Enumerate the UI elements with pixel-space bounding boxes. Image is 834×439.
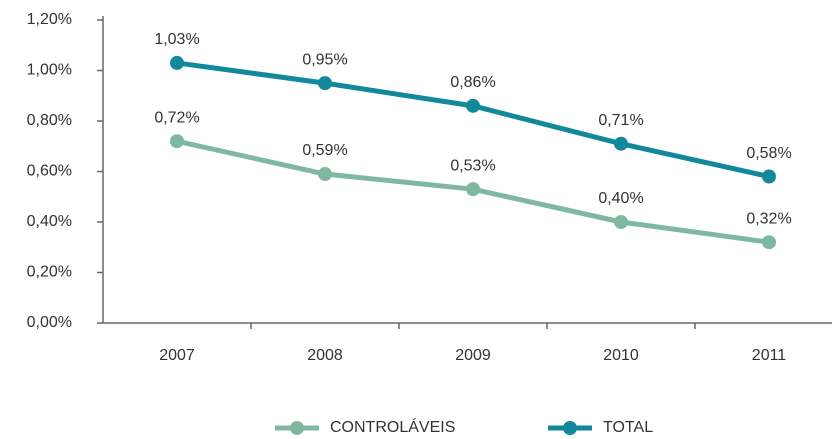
- legend-label: TOTAL: [603, 419, 653, 436]
- data-label: 0,58%: [746, 145, 791, 162]
- data-label: 0,71%: [598, 112, 643, 129]
- x-tick-label: 2011: [752, 347, 787, 364]
- y-tick-label: 1,20%: [27, 11, 72, 28]
- legend-marker: [290, 421, 304, 435]
- y-tick-label: 0,80%: [27, 112, 72, 129]
- legend-label: CONTROLÁVEIS: [330, 417, 455, 436]
- y-tick-label: 0,00%: [27, 314, 72, 331]
- data-point: [318, 167, 332, 182]
- data-point: [762, 169, 776, 184]
- data-label: 0,53%: [450, 157, 495, 174]
- x-tick-label: 2009: [455, 347, 491, 364]
- data-label: 0,59%: [302, 142, 347, 159]
- data-point: [762, 235, 776, 250]
- y-tick-label: 1,00%: [27, 62, 72, 79]
- data-label: 0,40%: [598, 190, 643, 207]
- data-point: [318, 76, 332, 91]
- data-label: 0,86%: [450, 74, 495, 91]
- data-point: [466, 98, 480, 113]
- y-tick-label: 0,20%: [27, 264, 72, 281]
- data-label: 0,32%: [746, 210, 791, 227]
- legend-marker: [563, 421, 577, 435]
- data-point: [614, 136, 628, 151]
- data-point: [170, 134, 184, 149]
- data-label: 0,72%: [154, 109, 199, 126]
- data-label: 1,03%: [154, 31, 199, 48]
- data-label: 0,95%: [302, 51, 347, 68]
- x-tick-label: 2008: [307, 347, 343, 364]
- data-point: [614, 215, 628, 229]
- data-point: [170, 55, 184, 70]
- y-tick-label: 0,60%: [27, 163, 72, 180]
- data-point: [466, 182, 480, 197]
- y-tick-label: 0,40%: [27, 213, 72, 230]
- x-tick-label: 2010: [603, 347, 639, 364]
- x-tick-label: 2007: [159, 347, 195, 364]
